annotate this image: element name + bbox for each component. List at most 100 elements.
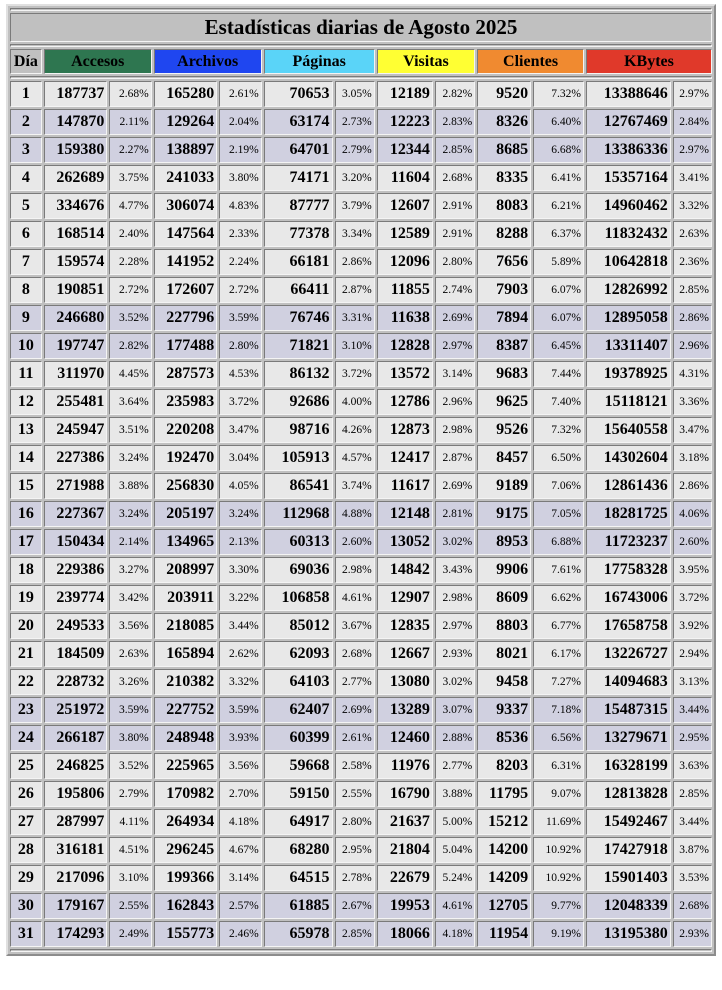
value-cell: 14960462 bbox=[586, 193, 671, 219]
value-cell: 228732 bbox=[43, 669, 108, 695]
value-cell: 255481 bbox=[43, 389, 108, 415]
value-cell: 66411 bbox=[263, 277, 333, 303]
value-cell: 13080 bbox=[376, 669, 433, 695]
percent-cell: 2.97% bbox=[672, 137, 712, 163]
percent-cell: 3.59% bbox=[219, 305, 262, 331]
value-cell: 64103 bbox=[263, 669, 333, 695]
day-cell: 11 bbox=[10, 361, 42, 387]
value-cell: 14200 bbox=[477, 837, 532, 863]
percent-cell: 2.24% bbox=[219, 249, 262, 275]
percent-cell: 2.91% bbox=[434, 193, 476, 219]
day-cell: 15 bbox=[10, 473, 42, 499]
percent-cell: 2.85% bbox=[334, 921, 375, 947]
day-row: 4 262689 3.75% 241033 3.80% 74171 3.20% 11604 2.… bbox=[10, 165, 712, 191]
value-cell: 220208 bbox=[153, 417, 218, 443]
percent-cell: 7.61% bbox=[533, 557, 585, 583]
percent-cell: 2.72% bbox=[109, 277, 152, 303]
percent-cell: 3.10% bbox=[109, 865, 152, 891]
value-cell: 129264 bbox=[153, 109, 218, 135]
value-cell: 64917 bbox=[263, 809, 333, 835]
percent-cell: 3.34% bbox=[334, 221, 375, 247]
value-cell: 74171 bbox=[263, 165, 333, 191]
value-cell: 9520 bbox=[477, 81, 532, 107]
value-cell: 256830 bbox=[153, 473, 218, 499]
percent-cell: 2.82% bbox=[109, 333, 152, 359]
value-cell: 11832432 bbox=[586, 221, 671, 247]
percent-cell: 3.93% bbox=[219, 725, 262, 751]
percent-cell: 3.41% bbox=[672, 165, 712, 191]
value-cell: 12828 bbox=[376, 333, 433, 359]
percent-cell: 2.97% bbox=[434, 333, 476, 359]
percent-cell: 2.14% bbox=[109, 529, 152, 555]
percent-cell: 6.07% bbox=[533, 305, 585, 331]
value-cell: 227796 bbox=[153, 305, 218, 331]
value-cell: 16328199 bbox=[586, 753, 671, 779]
percent-cell: 3.42% bbox=[109, 585, 152, 611]
spacer bbox=[10, 949, 712, 952]
percent-cell: 4.53% bbox=[219, 361, 262, 387]
value-cell: 217096 bbox=[43, 865, 108, 891]
value-cell: 13226727 bbox=[586, 641, 671, 667]
percent-cell: 3.14% bbox=[434, 361, 476, 387]
percent-cell: 6.56% bbox=[533, 725, 585, 751]
percent-cell: 2.96% bbox=[672, 333, 712, 359]
percent-cell: 3.87% bbox=[672, 837, 712, 863]
percent-cell: 2.93% bbox=[434, 641, 476, 667]
day-row: 25 246825 3.52% 225965 3.56% 59668 2.58% 11976 2… bbox=[10, 753, 712, 779]
column-header: Accesos bbox=[43, 49, 152, 74]
value-cell: 251972 bbox=[43, 697, 108, 723]
percent-cell: 3.36% bbox=[672, 389, 712, 415]
value-cell: 68280 bbox=[263, 837, 333, 863]
value-cell: 11976 bbox=[376, 753, 433, 779]
value-cell: 150434 bbox=[43, 529, 108, 555]
value-cell: 249533 bbox=[43, 613, 108, 639]
percent-cell: 2.55% bbox=[334, 781, 375, 807]
day-row: 27 287997 4.11% 264934 4.18% 64917 2.80% 21637 5… bbox=[10, 809, 712, 835]
percent-cell: 3.92% bbox=[672, 613, 712, 639]
percent-cell: 6.40% bbox=[533, 109, 585, 135]
value-cell: 262689 bbox=[43, 165, 108, 191]
percent-cell: 2.85% bbox=[672, 277, 712, 303]
value-cell: 12813828 bbox=[586, 781, 671, 807]
value-cell: 12667 bbox=[376, 641, 433, 667]
percent-cell: 3.74% bbox=[334, 473, 375, 499]
value-cell: 8685 bbox=[477, 137, 532, 163]
percent-cell: 3.52% bbox=[109, 753, 152, 779]
percent-cell: 6.41% bbox=[533, 165, 585, 191]
percent-cell: 4.00% bbox=[334, 389, 375, 415]
percent-cell: 2.79% bbox=[109, 781, 152, 807]
value-cell: 170982 bbox=[153, 781, 218, 807]
value-cell: 8536 bbox=[477, 725, 532, 751]
percent-cell: 3.88% bbox=[434, 781, 476, 807]
percent-cell: 4.05% bbox=[219, 473, 262, 499]
day-cell: 27 bbox=[10, 809, 42, 835]
day-row: 13 245947 3.51% 220208 3.47% 98716 4.26% 12873 2… bbox=[10, 417, 712, 443]
value-cell: 12873 bbox=[376, 417, 433, 443]
value-cell: 227752 bbox=[153, 697, 218, 723]
value-cell: 65978 bbox=[263, 921, 333, 947]
percent-cell: 9.19% bbox=[533, 921, 585, 947]
day-cell: 17 bbox=[10, 529, 42, 555]
percent-cell: 4.67% bbox=[219, 837, 262, 863]
day-row: 16 227367 3.24% 205197 3.24% 112968 4.88% 12148… bbox=[10, 501, 712, 527]
day-row: 12 255481 3.64% 235983 3.72% 92686 4.00% 12786 2… bbox=[10, 389, 712, 415]
value-cell: 266187 bbox=[43, 725, 108, 751]
day-row: 26 195806 2.79% 170982 2.70% 59150 2.55% 16790 3… bbox=[10, 781, 712, 807]
value-cell: 12460 bbox=[376, 725, 433, 751]
spacer-row bbox=[10, 949, 712, 952]
percent-cell: 2.86% bbox=[672, 305, 712, 331]
percent-cell: 2.86% bbox=[672, 473, 712, 499]
percent-cell: 2.68% bbox=[109, 81, 152, 107]
value-cell: 12786 bbox=[376, 389, 433, 415]
value-cell: 17658758 bbox=[586, 613, 671, 639]
value-cell: 147564 bbox=[153, 221, 218, 247]
value-cell: 248948 bbox=[153, 725, 218, 751]
value-cell: 227386 bbox=[43, 445, 108, 471]
value-cell: 11617 bbox=[376, 473, 433, 499]
value-cell: 18281725 bbox=[586, 501, 671, 527]
percent-cell: 5.24% bbox=[434, 865, 476, 891]
value-cell: 245947 bbox=[43, 417, 108, 443]
value-cell: 287573 bbox=[153, 361, 218, 387]
percent-cell: 6.62% bbox=[533, 585, 585, 611]
value-cell: 10642818 bbox=[586, 249, 671, 275]
